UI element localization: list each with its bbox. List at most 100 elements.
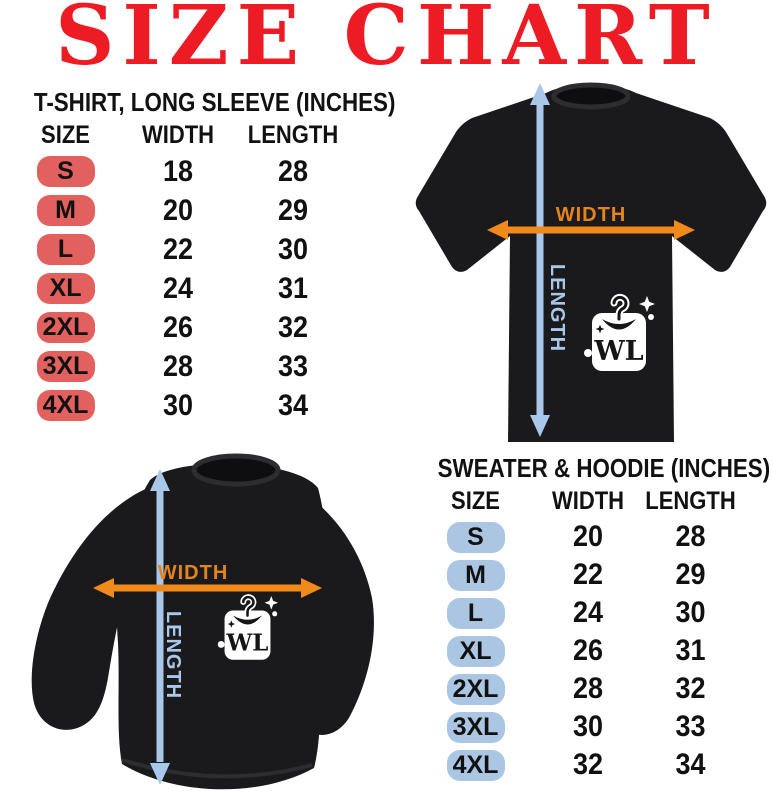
tshirt-collar [551,82,631,110]
width-value: 30 [162,388,194,422]
length-value: 34 [675,748,706,781]
width-value: 22 [572,558,604,591]
logo-text: WL [593,336,643,367]
width-label: WIDTH [158,562,229,584]
size-badge: 3XL [446,711,505,743]
length-value: 31 [675,634,706,667]
size-badge: 2XL [446,673,505,705]
collar-crescent [602,319,636,330]
length-value: 32 [277,310,309,344]
width-value: 32 [572,748,604,781]
table-row: 4XL [8,386,123,425]
width-value: 28 [162,349,194,383]
width-value: 24 [162,271,194,305]
length-value: 33 [277,349,309,383]
collar-crescent [233,615,262,625]
table-row: XL [8,269,123,308]
table-row: S [8,152,123,191]
length-value: 32 [675,672,706,705]
width-value: 18 [162,154,194,188]
width-value: 20 [572,520,604,553]
table-row: 2XL [413,670,538,708]
size-badge: 4XL [36,390,95,421]
sweater-table-title: SWEATER & HOODIE (INCHES) [437,453,771,483]
wl-logo: WL [217,594,279,660]
table-row: 2XL [8,308,123,347]
tshirt-table-title: T-SHIRT, LONG SLEEVE (INCHES) [33,87,396,117]
size-badge: S [36,156,95,187]
sparkle-dot [584,349,592,357]
column-header-length: LENGTH [247,120,339,149]
logo-tag [592,313,646,371]
sparkle-icon [639,296,655,312]
size-badge: 2XL [36,312,95,343]
length-value: 34 [277,388,309,422]
column-header-length: LENGTH [645,486,736,515]
table-row: L [413,594,538,632]
width-value: 24 [572,596,604,629]
length-value: 30 [675,596,706,629]
length-label: LENGTH [546,264,568,352]
table-row: 3XL [413,708,538,746]
length-value: 33 [675,710,706,743]
table-row: M [413,556,538,594]
sweater-waistband [121,758,313,779]
hanger-hook-line [612,295,628,321]
width-value: 22 [162,232,194,266]
logo-tag [224,610,271,660]
sparkle-dot [272,611,278,617]
sparkle-icon [595,324,605,334]
sweater-table-grid: SIZE WIDTH LENGTH S 20 28 M 22 29 L 24 3… [413,484,765,784]
tshirt-figure: WIDTH LENGTH WL [415,82,767,442]
tshirt-table-grid: SIZE WIDTH LENGTH S 18 28 M 20 29 L 22 3… [8,118,378,425]
size-badge: M [446,559,505,591]
width-arrow [93,578,322,598]
length-value: 28 [277,154,309,188]
column-header-width: WIDTH [551,486,625,515]
sparkle-icon [227,620,236,628]
length-arrow [530,83,550,437]
table-row: M [8,191,123,230]
length-value: 31 [277,271,309,305]
sweater-figure: WIDTH LENGTH WL [31,453,374,790]
sparkle-icon [264,596,279,610]
hanger-hook-line [241,595,255,617]
width-label: WIDTH [556,204,627,226]
size-badge: XL [36,273,95,304]
table-row: L [8,230,123,269]
page-title: SIZE CHART [55,0,718,84]
width-value: 20 [162,193,194,227]
table-row: 4XL [413,746,538,784]
sparkle-dot [217,641,225,648]
length-value: 29 [675,558,706,591]
wl-logo: WL [584,293,655,371]
sweater-size-table: SWEATER & HOODIE (INCHES) SIZE WIDTH LEN… [413,452,771,784]
table-row: 3XL [8,347,123,386]
column-header-size: SIZE [41,120,90,149]
table-row: S [413,518,538,556]
size-badge: L [446,597,505,629]
width-value: 26 [572,634,604,667]
length-arrow [150,469,170,785]
tshirt-size-table: T-SHIRT, LONG SLEEVE (INCHES) SIZE WIDTH… [8,86,396,425]
length-label: LENGTH [162,611,184,699]
sweater-collar [191,453,281,487]
size-badge: 4XL [446,749,505,781]
table-row: XL [413,632,538,670]
width-value: 26 [162,310,194,344]
width-value: 30 [572,710,604,743]
length-value: 29 [277,193,309,227]
logo-text: WL [226,629,269,656]
sparkle-dot [648,314,654,320]
length-value: 28 [675,520,706,553]
width-arrow [487,220,695,240]
width-value: 28 [572,672,604,705]
tshirt-silhouette [415,84,767,442]
size-badge: 3XL [36,351,95,382]
size-badge: M [36,195,95,226]
column-header-size: SIZE [451,486,500,515]
column-header-width: WIDTH [141,120,215,149]
size-badge: S [446,521,505,553]
size-badge: L [36,234,95,265]
